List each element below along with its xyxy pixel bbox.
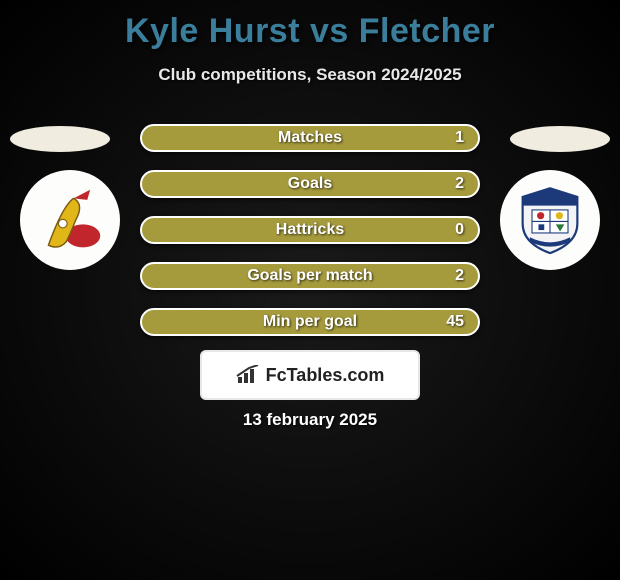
date-text: 13 february 2025 [0,410,620,430]
comparison-title: Kyle Hurst vs Fletcher [0,0,620,51]
team-badge-right [500,170,600,270]
player-oval-left [10,126,110,152]
stat-bar-hattricks: Hattricks 0 [140,216,480,244]
stat-label: Matches [278,129,342,147]
stats-bars: Matches 1 Goals 2 Hattricks 0 Goals per … [140,124,480,354]
comparison-subtitle: Club competitions, Season 2024/2025 [0,65,620,85]
bar-chart-icon [236,365,262,385]
team-badge-left [20,170,120,270]
brand-text: FcTables.com [266,365,385,386]
stat-label: Goals per match [247,267,372,285]
stat-bar-goals: Goals 2 [140,170,480,198]
player-oval-right [510,126,610,152]
stat-value: 1 [455,129,464,147]
brand-badge: FcTables.com [202,352,418,398]
stat-value: 2 [455,267,464,285]
stat-label: Min per goal [263,313,357,331]
doncaster-crest-icon [34,184,106,256]
stat-value: 0 [455,221,464,239]
stat-bar-matches: Matches 1 [140,124,480,152]
stat-value: 2 [455,175,464,193]
stat-value: 45 [446,313,464,331]
stat-bar-goals-per-match: Goals per match 2 [140,262,480,290]
stat-bar-min-per-goal: Min per goal 45 [140,308,480,336]
stat-label: Hattricks [276,221,344,239]
barrow-crest-icon [514,184,586,256]
stat-label: Goals [288,175,332,193]
